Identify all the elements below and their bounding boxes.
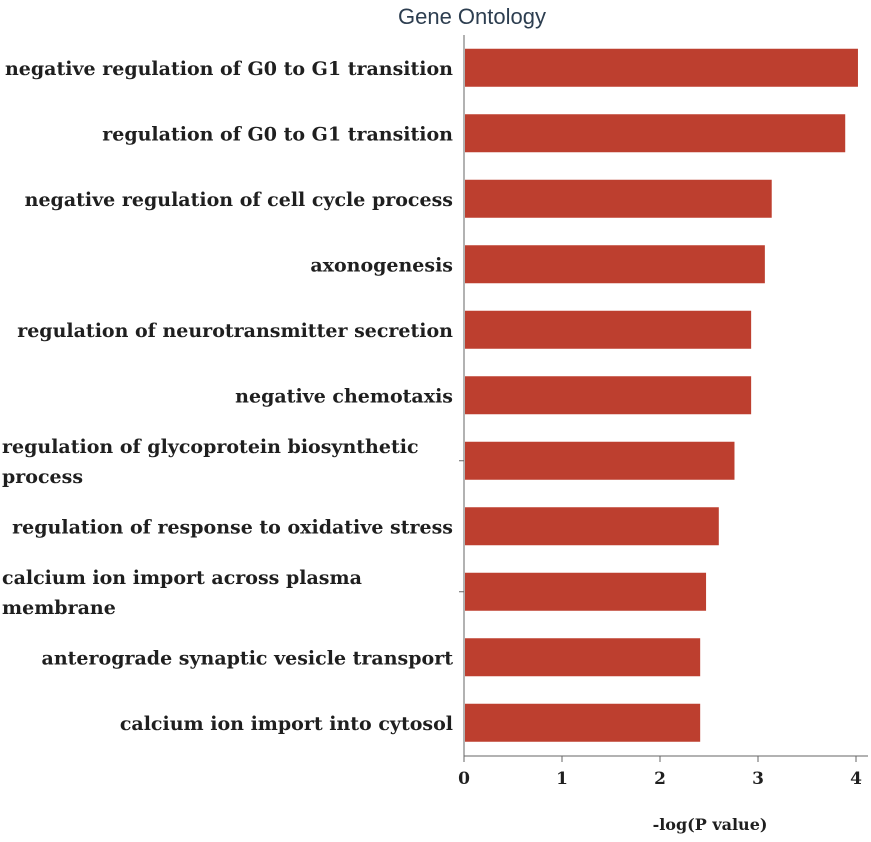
category-labels: negative regulation of G0 to G1 transiti… <box>2 58 453 735</box>
bar <box>465 638 701 677</box>
category-label: regulation of glycoprotein biosynthetic p… <box>2 436 419 488</box>
x-tick-label: 0 <box>458 769 470 789</box>
category-label: anterograde synaptic vesicle transport <box>42 647 454 669</box>
category-label: negative regulation of cell cycle proces… <box>25 189 453 211</box>
bar <box>465 179 772 218</box>
x-axis-ticks: 0 1 2 3 4 <box>458 756 862 789</box>
bar <box>465 441 735 480</box>
bar <box>465 48 858 87</box>
bars-layer <box>459 48 858 742</box>
category-label: negative regulation of G0 to G1 transiti… <box>5 58 453 80</box>
category-label: regulation of G0 to G1 transition <box>102 123 453 145</box>
bar <box>465 114 846 153</box>
category-label: regulation of response to oxidative stre… <box>12 516 453 538</box>
bar <box>465 703 701 742</box>
category-label: axonogenesis <box>310 254 453 276</box>
bar <box>465 310 752 349</box>
category-label: calcium ion import across plasma membrane <box>2 567 362 619</box>
category-label: regulation of neurotransmitter secretion <box>17 320 453 342</box>
bar <box>465 376 752 415</box>
chart-title: Gene Ontology <box>398 4 546 29</box>
category-label: calcium ion import into cytosol <box>120 713 453 735</box>
bar <box>465 507 719 546</box>
bar <box>465 245 765 284</box>
x-tick-label: 4 <box>850 769 862 789</box>
category-label: negative chemotaxis <box>235 385 453 407</box>
x-tick-label: 3 <box>752 769 764 789</box>
bar <box>465 572 707 611</box>
x-axis-label: -log(P value) <box>653 815 768 834</box>
x-tick-label: 1 <box>556 769 568 789</box>
x-tick-label: 2 <box>654 769 666 789</box>
